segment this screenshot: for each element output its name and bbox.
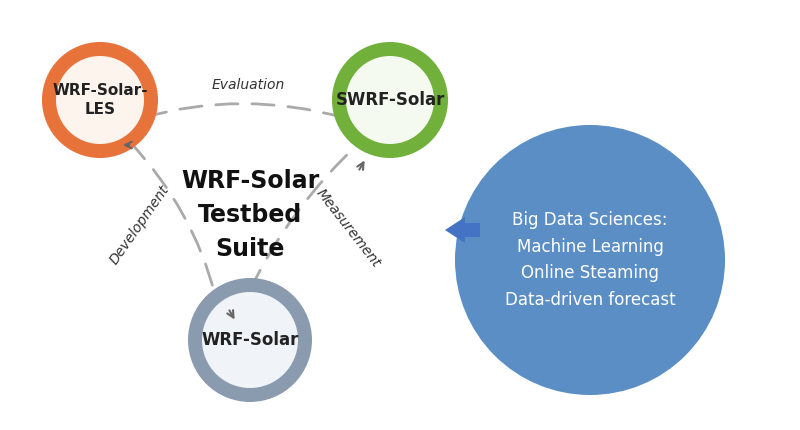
Text: WRF-Solar: WRF-Solar (202, 331, 298, 349)
Text: Big Data Sciences:
Machine Learning
Online Steaming
Data-driven forecast: Big Data Sciences: Machine Learning Onli… (505, 212, 675, 309)
Circle shape (202, 292, 298, 388)
Circle shape (56, 56, 144, 144)
Circle shape (42, 42, 158, 158)
FancyArrow shape (445, 217, 480, 243)
Circle shape (346, 56, 434, 144)
Circle shape (188, 278, 312, 402)
Text: Measurement: Measurement (313, 186, 383, 270)
Text: WRF-Solar-
LES: WRF-Solar- LES (52, 83, 148, 117)
Text: Evaluation: Evaluation (211, 78, 285, 92)
Circle shape (455, 125, 725, 395)
Text: WRF-Solar
Testbed
Suite: WRF-Solar Testbed Suite (181, 169, 319, 261)
Text: Development: Development (107, 183, 173, 267)
Circle shape (332, 42, 448, 158)
Text: SWRF-Solar: SWRF-Solar (335, 91, 445, 109)
